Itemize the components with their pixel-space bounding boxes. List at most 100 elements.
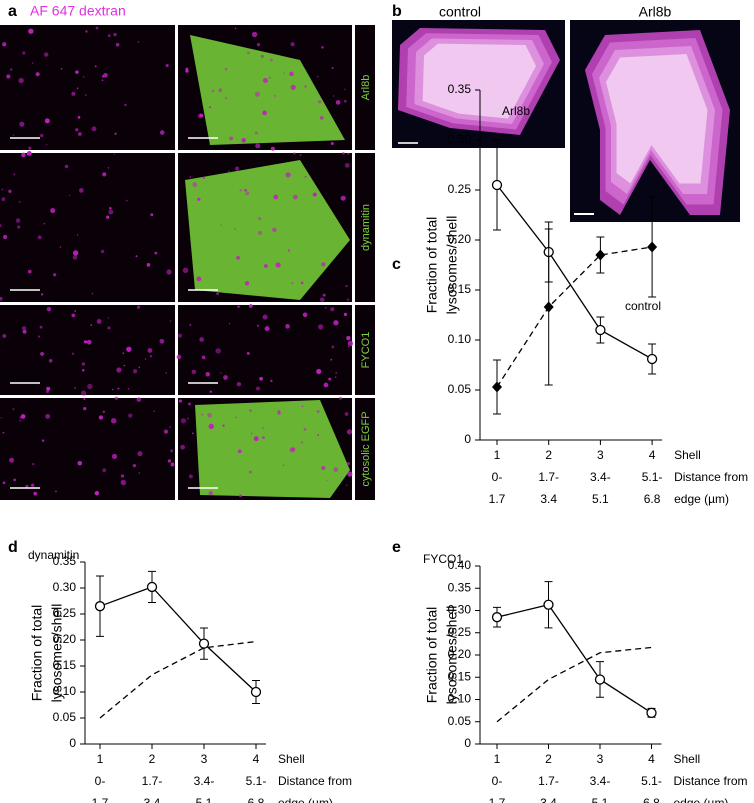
- puncta: [86, 339, 92, 345]
- puncta: [50, 301, 53, 303]
- puncta: [317, 434, 320, 437]
- x-tick-label: 2: [545, 752, 552, 766]
- puncta: [135, 255, 138, 258]
- puncta: [272, 227, 277, 233]
- puncta: [102, 410, 105, 413]
- puncta: [244, 281, 250, 286]
- micrograph: [0, 25, 175, 150]
- puncta: [290, 84, 296, 90]
- puncta: [8, 189, 12, 193]
- puncta: [262, 314, 268, 320]
- y-tick-label: 0.25: [53, 606, 77, 620]
- y-tick-label: 0.20: [53, 632, 77, 646]
- puncta: [257, 230, 263, 235]
- x-tick-label: 1: [494, 448, 501, 462]
- puncta: [347, 152, 350, 155]
- puncta: [237, 449, 242, 454]
- x-axis-label-2: edge (µm): [674, 492, 729, 506]
- puncta: [187, 417, 189, 420]
- puncta: [205, 372, 210, 377]
- puncta: [46, 386, 51, 391]
- marker: [543, 599, 554, 610]
- puncta: [312, 192, 317, 197]
- puncta: [300, 281, 304, 285]
- x-tick-label: 4: [253, 752, 260, 766]
- puncta: [40, 293, 44, 296]
- puncta: [126, 200, 128, 202]
- puncta: [343, 312, 348, 317]
- puncta: [178, 399, 182, 403]
- x-tick-label-2: 1.7-: [538, 774, 559, 788]
- puncta: [90, 324, 93, 326]
- puncta: [216, 292, 219, 296]
- x-tick-label: 1: [97, 752, 104, 766]
- puncta: [316, 410, 320, 413]
- puncta: [170, 462, 175, 467]
- puncta: [117, 387, 120, 390]
- puncta: [144, 358, 147, 360]
- puncta: [50, 207, 56, 214]
- puncta: [31, 463, 35, 466]
- puncta: [30, 483, 35, 488]
- puncta: [137, 41, 140, 44]
- puncta: [102, 172, 107, 177]
- puncta: [253, 436, 259, 442]
- marker: [491, 179, 503, 191]
- puncta: [101, 79, 104, 81]
- puncta: [120, 474, 125, 478]
- x-tick-label-2: 3.4-: [590, 470, 611, 484]
- puncta: [319, 116, 324, 120]
- puncta: [249, 409, 252, 412]
- puncta: [165, 372, 168, 374]
- puncta: [77, 116, 81, 119]
- puncta: [107, 167, 110, 169]
- puncta: [291, 447, 296, 452]
- puncta: [176, 354, 182, 360]
- puncta: [114, 396, 119, 400]
- puncta: [0, 223, 2, 228]
- puncta: [25, 484, 29, 488]
- marker: [647, 241, 658, 253]
- puncta: [209, 390, 212, 393]
- puncta: [132, 463, 137, 468]
- puncta: [12, 408, 15, 411]
- puncta: [302, 312, 308, 318]
- y-tick-label: 0.35: [448, 82, 472, 96]
- puncta: [256, 324, 259, 327]
- x-tick-label-2: 0-: [492, 774, 503, 788]
- puncta: [77, 132, 82, 136]
- puncta: [185, 69, 189, 73]
- row-label: cytosolic EGFP: [360, 411, 372, 486]
- row-strip: [355, 153, 375, 302]
- x-tick-label-2: 1.7-: [142, 774, 163, 788]
- puncta: [177, 333, 183, 338]
- y-tick-label: 0: [69, 736, 76, 750]
- puncta: [75, 70, 79, 74]
- puncta: [316, 75, 319, 78]
- puncta: [189, 176, 192, 178]
- puncta: [323, 382, 329, 388]
- x-tick-label: 3: [597, 448, 604, 462]
- puncta: [31, 62, 34, 64]
- puncta: [98, 415, 104, 420]
- series-line: [496, 603, 652, 714]
- puncta: [199, 337, 205, 342]
- y-tick-label: 0.25: [448, 625, 472, 639]
- x-tick-label-2: 5.1: [592, 492, 609, 506]
- puncta: [15, 218, 21, 223]
- puncta: [40, 351, 45, 357]
- x-tick-label-2: 0-: [95, 774, 106, 788]
- puncta: [39, 325, 43, 329]
- x-tick-label-2: 1.7-: [538, 470, 559, 484]
- puncta: [208, 423, 214, 430]
- puncta: [87, 383, 93, 390]
- puncta: [229, 136, 234, 141]
- puncta: [201, 355, 206, 360]
- puncta: [332, 95, 335, 97]
- puncta: [165, 64, 169, 68]
- puncta: [333, 320, 339, 326]
- row-strip: [355, 398, 375, 500]
- puncta: [107, 34, 111, 38]
- puncta: [40, 133, 44, 138]
- puncta: [270, 58, 273, 62]
